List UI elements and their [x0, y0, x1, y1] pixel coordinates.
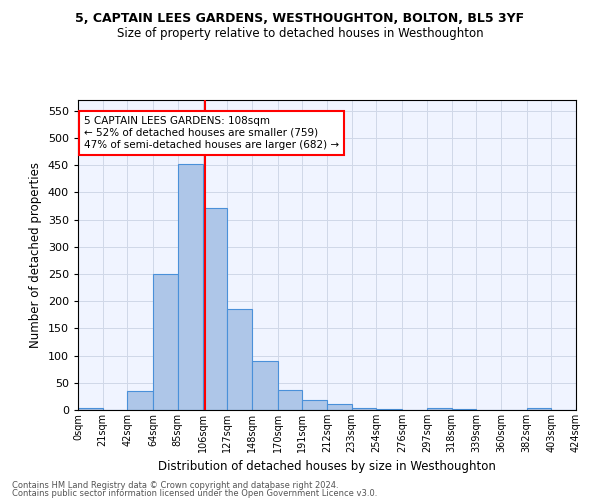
Bar: [527, 408, 551, 410]
Bar: [427, 408, 452, 410]
Bar: [203, 208, 227, 410]
Bar: [576, 408, 600, 410]
Text: Contains HM Land Registry data © Crown copyright and database right 2024.: Contains HM Land Registry data © Crown c…: [12, 480, 338, 490]
Y-axis label: Number of detached properties: Number of detached properties: [29, 162, 42, 348]
Bar: [153, 274, 178, 410]
Bar: [252, 361, 278, 410]
Bar: [327, 404, 352, 410]
Bar: [178, 164, 203, 410]
Bar: [78, 408, 103, 410]
Bar: [127, 391, 153, 410]
Text: 5, CAPTAIN LEES GARDENS, WESTHOUGHTON, BOLTON, BL5 3YF: 5, CAPTAIN LEES GARDENS, WESTHOUGHTON, B…: [76, 12, 524, 26]
Bar: [227, 309, 252, 410]
Bar: [352, 408, 376, 410]
Bar: [278, 390, 302, 410]
Text: Size of property relative to detached houses in Westhoughton: Size of property relative to detached ho…: [116, 28, 484, 40]
Bar: [302, 400, 327, 410]
Text: Contains public sector information licensed under the Open Government Licence v3: Contains public sector information licen…: [12, 489, 377, 498]
Text: 5 CAPTAIN LEES GARDENS: 108sqm
← 52% of detached houses are smaller (759)
47% of: 5 CAPTAIN LEES GARDENS: 108sqm ← 52% of …: [84, 116, 339, 150]
X-axis label: Distribution of detached houses by size in Westhoughton: Distribution of detached houses by size …: [158, 460, 496, 473]
